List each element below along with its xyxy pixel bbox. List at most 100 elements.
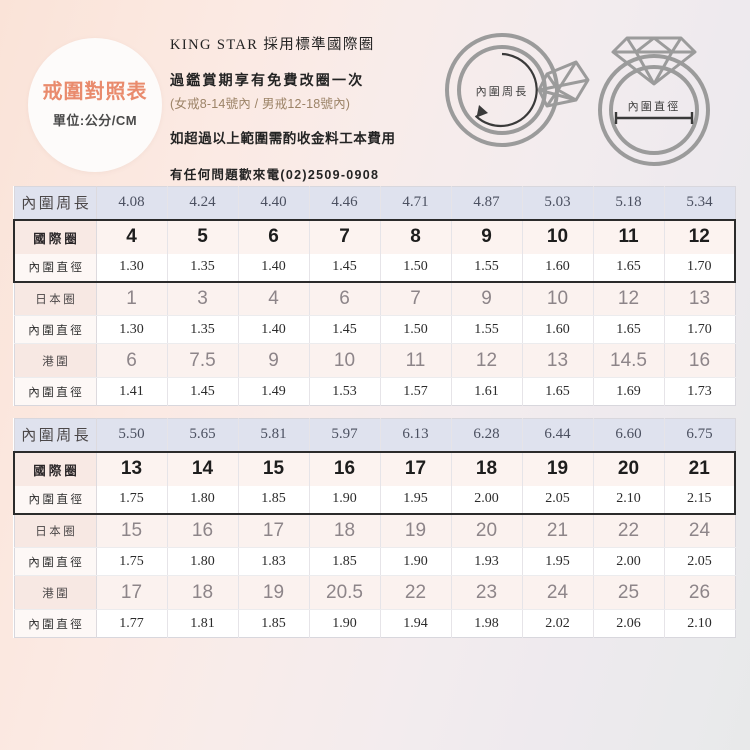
cell-circumference-6: 6.44 <box>522 418 594 452</box>
chart-title-badge: 戒圍對照表 單位:公分/CM <box>28 38 162 172</box>
row-label-circumference: 內圍周長 <box>14 418 97 452</box>
table-row-japan_diameter: 內圍直徑 1.75 1.80 1.83 1.85 1.90 1.93 1.95 2.00 2.05 <box>14 547 735 576</box>
cell-hongkong-0: 17 <box>96 575 168 610</box>
row-label-japan: 日本圈 <box>14 281 97 316</box>
table-row-japan: 日本圈 15 16 17 18 19 20 21 22 24 <box>14 513 735 548</box>
cell-japan-3: 18 <box>309 513 381 548</box>
cell-hongkong-5: 12 <box>451 343 523 378</box>
cell-hongkong_diameter-7: 1.69 <box>593 377 665 406</box>
cell-japan_diameter-6: 1.95 <box>522 547 594 576</box>
cell-japan_diameter-2: 1.40 <box>238 315 310 344</box>
cell-japan_diameter-1: 1.80 <box>167 547 239 576</box>
cell-circumference-5: 4.87 <box>451 186 523 220</box>
cell-intl_diameter-1: 1.35 <box>167 253 239 283</box>
cell-intl_diameter-6: 1.60 <box>522 253 594 283</box>
row-label-hongkong: 港圍 <box>14 343 97 378</box>
row-label-international: 國際圈 <box>13 218 97 254</box>
row-label-intl_diameter: 內圍直徑 <box>13 253 97 283</box>
cell-intl_diameter-8: 1.70 <box>664 253 736 283</box>
cell-international-5: 18 <box>451 450 523 486</box>
cell-hongkong-7: 25 <box>593 575 665 610</box>
cell-japan_diameter-4: 1.90 <box>380 547 452 576</box>
row-label-circumference: 內圍周長 <box>14 186 97 220</box>
cell-hongkong_diameter-4: 1.94 <box>380 609 452 638</box>
cell-hongkong-0: 6 <box>96 343 168 378</box>
table-row-international: 國際圈 13 14 15 16 17 18 19 20 21 <box>13 450 736 486</box>
cell-japan-5: 20 <box>451 513 523 548</box>
cell-japan_diameter-3: 1.45 <box>309 315 381 344</box>
cell-japan_diameter-5: 1.55 <box>451 315 523 344</box>
cell-intl_diameter-0: 1.30 <box>96 253 168 283</box>
cell-international-1: 5 <box>167 218 239 254</box>
table-row-intl_diameter: 內圍直徑 1.75 1.80 1.85 1.90 1.95 2.00 2.05 2.10 2.15 <box>13 485 736 515</box>
cell-international-1: 14 <box>167 450 239 486</box>
cell-intl_diameter-0: 1.75 <box>96 485 168 515</box>
cell-hongkong_diameter-4: 1.57 <box>380 377 452 406</box>
cell-circumference-1: 5.65 <box>167 418 239 452</box>
table-row-japan_diameter: 內圍直徑 1.30 1.35 1.40 1.45 1.50 1.55 1.60 1.65 1.70 <box>14 315 735 344</box>
cell-hongkong_diameter-2: 1.85 <box>238 609 310 638</box>
measurement-diagrams: 內圍周長 <box>430 22 750 177</box>
cell-japan-0: 1 <box>96 281 168 316</box>
cell-hongkong_diameter-3: 1.53 <box>309 377 381 406</box>
cell-japan_diameter-5: 1.93 <box>451 547 523 576</box>
table-row-hongkong: 港圍 6 7.5 9 10 11 12 13 14.5 16 <box>14 343 735 378</box>
cell-hongkong_diameter-5: 1.61 <box>451 377 523 406</box>
diameter-ring-icon <box>598 36 710 166</box>
cell-hongkong_diameter-5: 1.98 <box>451 609 523 638</box>
cell-japan_diameter-7: 2.00 <box>593 547 665 576</box>
header-text-block: KING STAR 採用標準國際圈 過鑑賞期享有免費改圈一次 (女戒8-14號內… <box>170 33 450 183</box>
cell-hongkong-4: 11 <box>380 343 452 378</box>
circumference-ring-icon <box>445 33 590 147</box>
table-row-circumference: 內圍周長 5.50 5.65 5.81 5.97 6.13 6.28 6.44 6.60 6.75 <box>14 418 735 452</box>
cell-international-2: 6 <box>238 218 310 254</box>
cell-japan_diameter-0: 1.75 <box>96 547 168 576</box>
cell-japan_diameter-4: 1.50 <box>380 315 452 344</box>
cell-hongkong-6: 24 <box>522 575 594 610</box>
cell-international-5: 9 <box>451 218 523 254</box>
cell-japan_diameter-1: 1.35 <box>167 315 239 344</box>
cell-hongkong-2: 19 <box>238 575 310 610</box>
free-resize-line: 過鑑賞期享有免費改圈一次 <box>170 72 365 88</box>
cell-international-0: 4 <box>96 218 168 254</box>
cell-circumference-7: 6.60 <box>593 418 665 452</box>
cell-circumference-7: 5.18 <box>593 186 665 220</box>
contact-phone-line: 有任何問題歡來電(02)2509-0908 <box>170 168 380 182</box>
cell-intl_diameter-4: 1.50 <box>380 253 452 283</box>
cell-international-8: 21 <box>664 450 736 486</box>
row-label-international: 國際圈 <box>13 450 97 486</box>
row-label-intl_diameter: 內圍直徑 <box>13 485 97 515</box>
cell-international-3: 7 <box>309 218 381 254</box>
row-label-japan_diameter: 內圍直徑 <box>14 315 97 344</box>
table-row-hongkong_diameter: 內圍直徑 1.77 1.81 1.85 1.90 1.94 1.98 2.02 2.06 2.10 <box>14 609 735 638</box>
ring-size-table-2: 內圍周長 5.50 5.65 5.81 5.97 6.13 6.28 6.44 6.60 6.75… <box>13 418 736 638</box>
cell-circumference-1: 4.24 <box>167 186 239 220</box>
cell-international-3: 16 <box>309 450 381 486</box>
cell-circumference-8: 5.34 <box>664 186 735 220</box>
cell-circumference-2: 4.40 <box>238 186 310 220</box>
cell-circumference-4: 6.13 <box>380 418 452 452</box>
cell-circumference-0: 4.08 <box>96 186 168 220</box>
cell-hongkong-6: 13 <box>522 343 594 378</box>
cell-japan-8: 13 <box>664 281 735 316</box>
cell-japan-6: 21 <box>522 513 594 548</box>
table-row-circumference: 內圍周長 4.08 4.24 4.40 4.46 4.71 4.87 5.03 5.18 5.34 <box>14 186 735 220</box>
row-label-hongkong: 港圍 <box>14 575 97 610</box>
cell-intl_diameter-8: 2.15 <box>664 485 736 515</box>
cell-hongkong-2: 9 <box>238 343 310 378</box>
cell-hongkong_diameter-3: 1.90 <box>309 609 381 638</box>
cell-intl_diameter-1: 1.80 <box>167 485 239 515</box>
cell-intl_diameter-7: 1.65 <box>593 253 665 283</box>
cell-intl_diameter-3: 1.45 <box>309 253 381 283</box>
cell-hongkong-3: 20.5 <box>309 575 381 610</box>
diameter-diagram-label: 內圍直徑 <box>628 99 681 113</box>
cell-international-4: 17 <box>380 450 452 486</box>
cell-international-4: 8 <box>380 218 452 254</box>
cell-circumference-5: 6.28 <box>451 418 523 452</box>
row-label-japan_diameter: 內圍直徑 <box>14 547 97 576</box>
table-row-hongkong_diameter: 內圍直徑 1.41 1.45 1.49 1.53 1.57 1.61 1.65 1.69 1.73 <box>14 377 735 406</box>
cell-circumference-4: 4.71 <box>380 186 452 220</box>
cell-international-6: 10 <box>522 218 594 254</box>
cell-international-7: 11 <box>593 218 665 254</box>
